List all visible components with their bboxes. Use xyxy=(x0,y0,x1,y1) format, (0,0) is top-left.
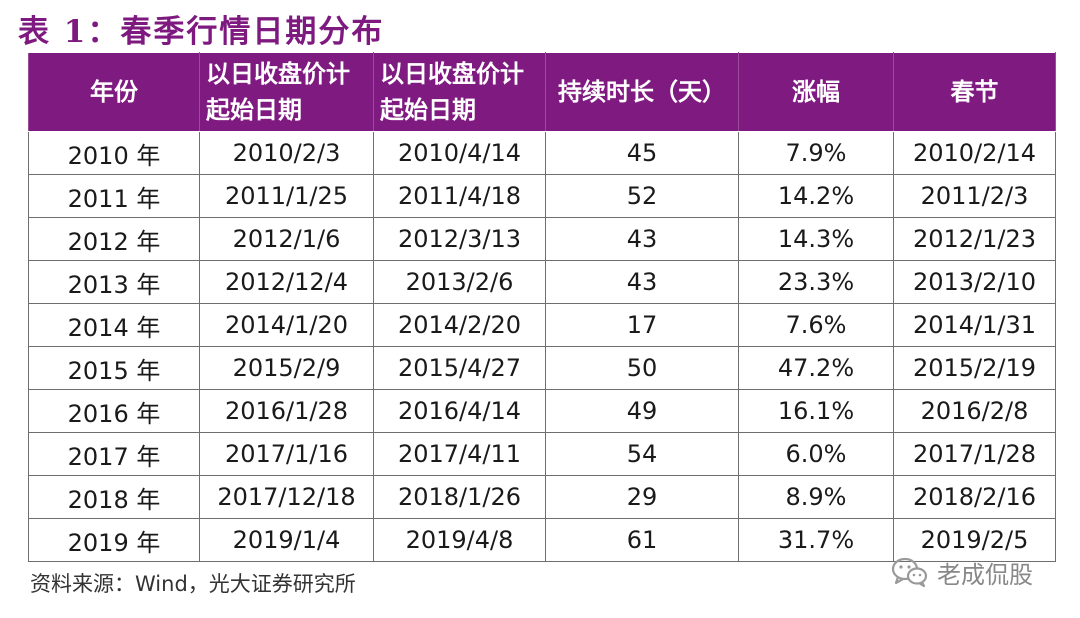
cell-start-date: 2012/12/4 xyxy=(199,260,374,304)
table-row: 2017 年 2017/1/16 2017/4/11 54 6.0% 2017/… xyxy=(28,432,1056,476)
cell-year: 2019 年 xyxy=(28,518,200,562)
table-row: 2018 年 2017/12/18 2018/1/26 29 8.9% 2018… xyxy=(28,475,1056,519)
cell-start-date: 2012/1/6 xyxy=(199,217,374,261)
cell-gain: 23.3% xyxy=(738,260,894,304)
header-start-date: 以日收盘价计 起始日期 xyxy=(199,52,374,132)
cell-duration: 61 xyxy=(545,518,739,562)
cell-end-date: 2018/1/26 xyxy=(373,475,546,519)
cell-spring-festival: 2011/2/3 xyxy=(893,174,1056,218)
cell-year: 2014 年 xyxy=(28,303,200,347)
cell-spring-festival: 2016/2/8 xyxy=(893,389,1056,433)
cell-spring-festival: 2013/2/10 xyxy=(893,260,1056,304)
header-start-date-line2: 起始日期 xyxy=(206,96,302,124)
cell-end-date: 2011/4/18 xyxy=(373,174,546,218)
cell-end-date: 2012/3/13 xyxy=(373,217,546,261)
cell-gain: 7.6% xyxy=(738,303,894,347)
header-duration-label: 持续时长（天） xyxy=(558,78,726,106)
table-row: 2011 年 2011/1/25 2011/4/18 52 14.2% 2011… xyxy=(28,174,1056,218)
cell-start-date: 2015/2/9 xyxy=(199,346,374,390)
header-end-date-line1: 以日收盘价计 xyxy=(380,60,524,88)
header-gain: 涨幅 xyxy=(738,52,894,132)
cell-end-date: 2013/2/6 xyxy=(373,260,546,304)
cell-gain: 31.7% xyxy=(738,518,894,562)
cell-duration: 43 xyxy=(545,217,739,261)
cell-gain: 8.9% xyxy=(738,475,894,519)
cell-year: 2018 年 xyxy=(28,475,200,519)
cell-gain: 16.1% xyxy=(738,389,894,433)
header-start-date-line1: 以日收盘价计 xyxy=(206,60,350,88)
cell-start-date: 2019/1/4 xyxy=(199,518,374,562)
cell-spring-festival: 2019/2/5 xyxy=(893,518,1056,562)
cell-start-date: 2014/1/20 xyxy=(199,303,374,347)
cell-start-date: 2017/12/18 xyxy=(199,475,374,519)
source-note: 资料来源：Wind，光大证券研究所 xyxy=(30,572,356,596)
cell-duration: 43 xyxy=(545,260,739,304)
header-end-date: 以日收盘价计 起始日期 xyxy=(373,52,546,132)
cell-year: 2015 年 xyxy=(28,346,200,390)
table-row: 2015 年 2015/2/9 2015/4/27 50 47.2% 2015/… xyxy=(28,346,1056,390)
cell-duration: 50 xyxy=(545,346,739,390)
cell-end-date: 2019/4/8 xyxy=(373,518,546,562)
header-duration: 持续时长（天） xyxy=(545,52,739,132)
cell-spring-festival: 2015/2/19 xyxy=(893,346,1056,390)
cell-end-date: 2016/4/14 xyxy=(373,389,546,433)
cell-spring-festival: 2010/2/14 xyxy=(893,131,1056,175)
header-year: 年份 xyxy=(28,52,200,132)
table-header-row: 年份 以日收盘价计 起始日期 以日收盘价计 起始日期 持续时长（天） 涨幅 春节 xyxy=(28,52,1056,132)
header-spring-festival: 春节 xyxy=(893,52,1056,132)
cell-start-date: 2010/2/3 xyxy=(199,131,374,175)
cell-year: 2016 年 xyxy=(28,389,200,433)
header-spring-festival-label: 春节 xyxy=(950,78,999,106)
table-row: 2012 年 2012/1/6 2012/3/13 43 14.3% 2012/… xyxy=(28,217,1056,261)
table-row: 2013 年 2012/12/4 2013/2/6 43 23.3% 2013/… xyxy=(28,260,1056,304)
cell-year: 2013 年 xyxy=(28,260,200,304)
cell-gain: 7.9% xyxy=(738,131,894,175)
wechat-icon xyxy=(891,556,929,588)
cell-year: 2012 年 xyxy=(28,217,200,261)
watermark-text: 老成侃股 xyxy=(937,560,1033,589)
header-end-date-line2: 起始日期 xyxy=(380,96,476,124)
cell-duration: 29 xyxy=(545,475,739,519)
cell-end-date: 2014/2/20 xyxy=(373,303,546,347)
header-year-label: 年份 xyxy=(90,78,138,106)
header-gain-label: 涨幅 xyxy=(792,78,840,106)
cell-year: 2011 年 xyxy=(28,174,200,218)
cell-start-date: 2017/1/16 xyxy=(199,432,374,476)
table-row: 2019 年 2019/1/4 2019/4/8 61 31.7% 2019/2… xyxy=(28,518,1056,562)
cell-start-date: 2011/1/25 xyxy=(199,174,374,218)
cell-gain: 14.3% xyxy=(738,217,894,261)
cell-end-date: 2017/4/11 xyxy=(373,432,546,476)
table-row: 2014 年 2014/1/20 2014/2/20 17 7.6% 2014/… xyxy=(28,303,1056,347)
cell-duration: 17 xyxy=(545,303,739,347)
table-row: 2010 年 2010/2/3 2010/4/14 45 7.9% 2010/2… xyxy=(28,131,1056,175)
spring-market-table: 年份 以日收盘价计 起始日期 以日收盘价计 起始日期 持续时长（天） 涨幅 春节… xyxy=(28,52,1056,562)
cell-year: 2017 年 xyxy=(28,432,200,476)
cell-gain: 47.2% xyxy=(738,346,894,390)
page-title: 表 1：春季行情日期分布 xyxy=(18,14,385,50)
cell-spring-festival: 2017/1/28 xyxy=(893,432,1056,476)
cell-duration: 54 xyxy=(545,432,739,476)
table-row: 2016 年 2016/1/28 2016/4/14 49 16.1% 2016… xyxy=(28,389,1056,433)
cell-duration: 45 xyxy=(545,131,739,175)
cell-spring-festival: 2012/1/23 xyxy=(893,217,1056,261)
cell-gain: 14.2% xyxy=(738,174,894,218)
cell-duration: 52 xyxy=(545,174,739,218)
watermark: 老成侃股 xyxy=(891,552,1033,592)
cell-start-date: 2016/1/28 xyxy=(199,389,374,433)
cell-end-date: 2015/4/27 xyxy=(373,346,546,390)
cell-end-date: 2010/4/14 xyxy=(373,131,546,175)
cell-spring-festival: 2018/2/16 xyxy=(893,475,1056,519)
cell-spring-festival: 2014/1/31 xyxy=(893,303,1056,347)
cell-duration: 49 xyxy=(545,389,739,433)
cell-gain: 6.0% xyxy=(738,432,894,476)
cell-year: 2010 年 xyxy=(28,131,200,175)
